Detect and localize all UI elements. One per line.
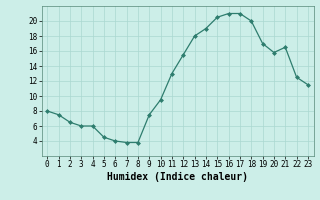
X-axis label: Humidex (Indice chaleur): Humidex (Indice chaleur) xyxy=(107,172,248,182)
